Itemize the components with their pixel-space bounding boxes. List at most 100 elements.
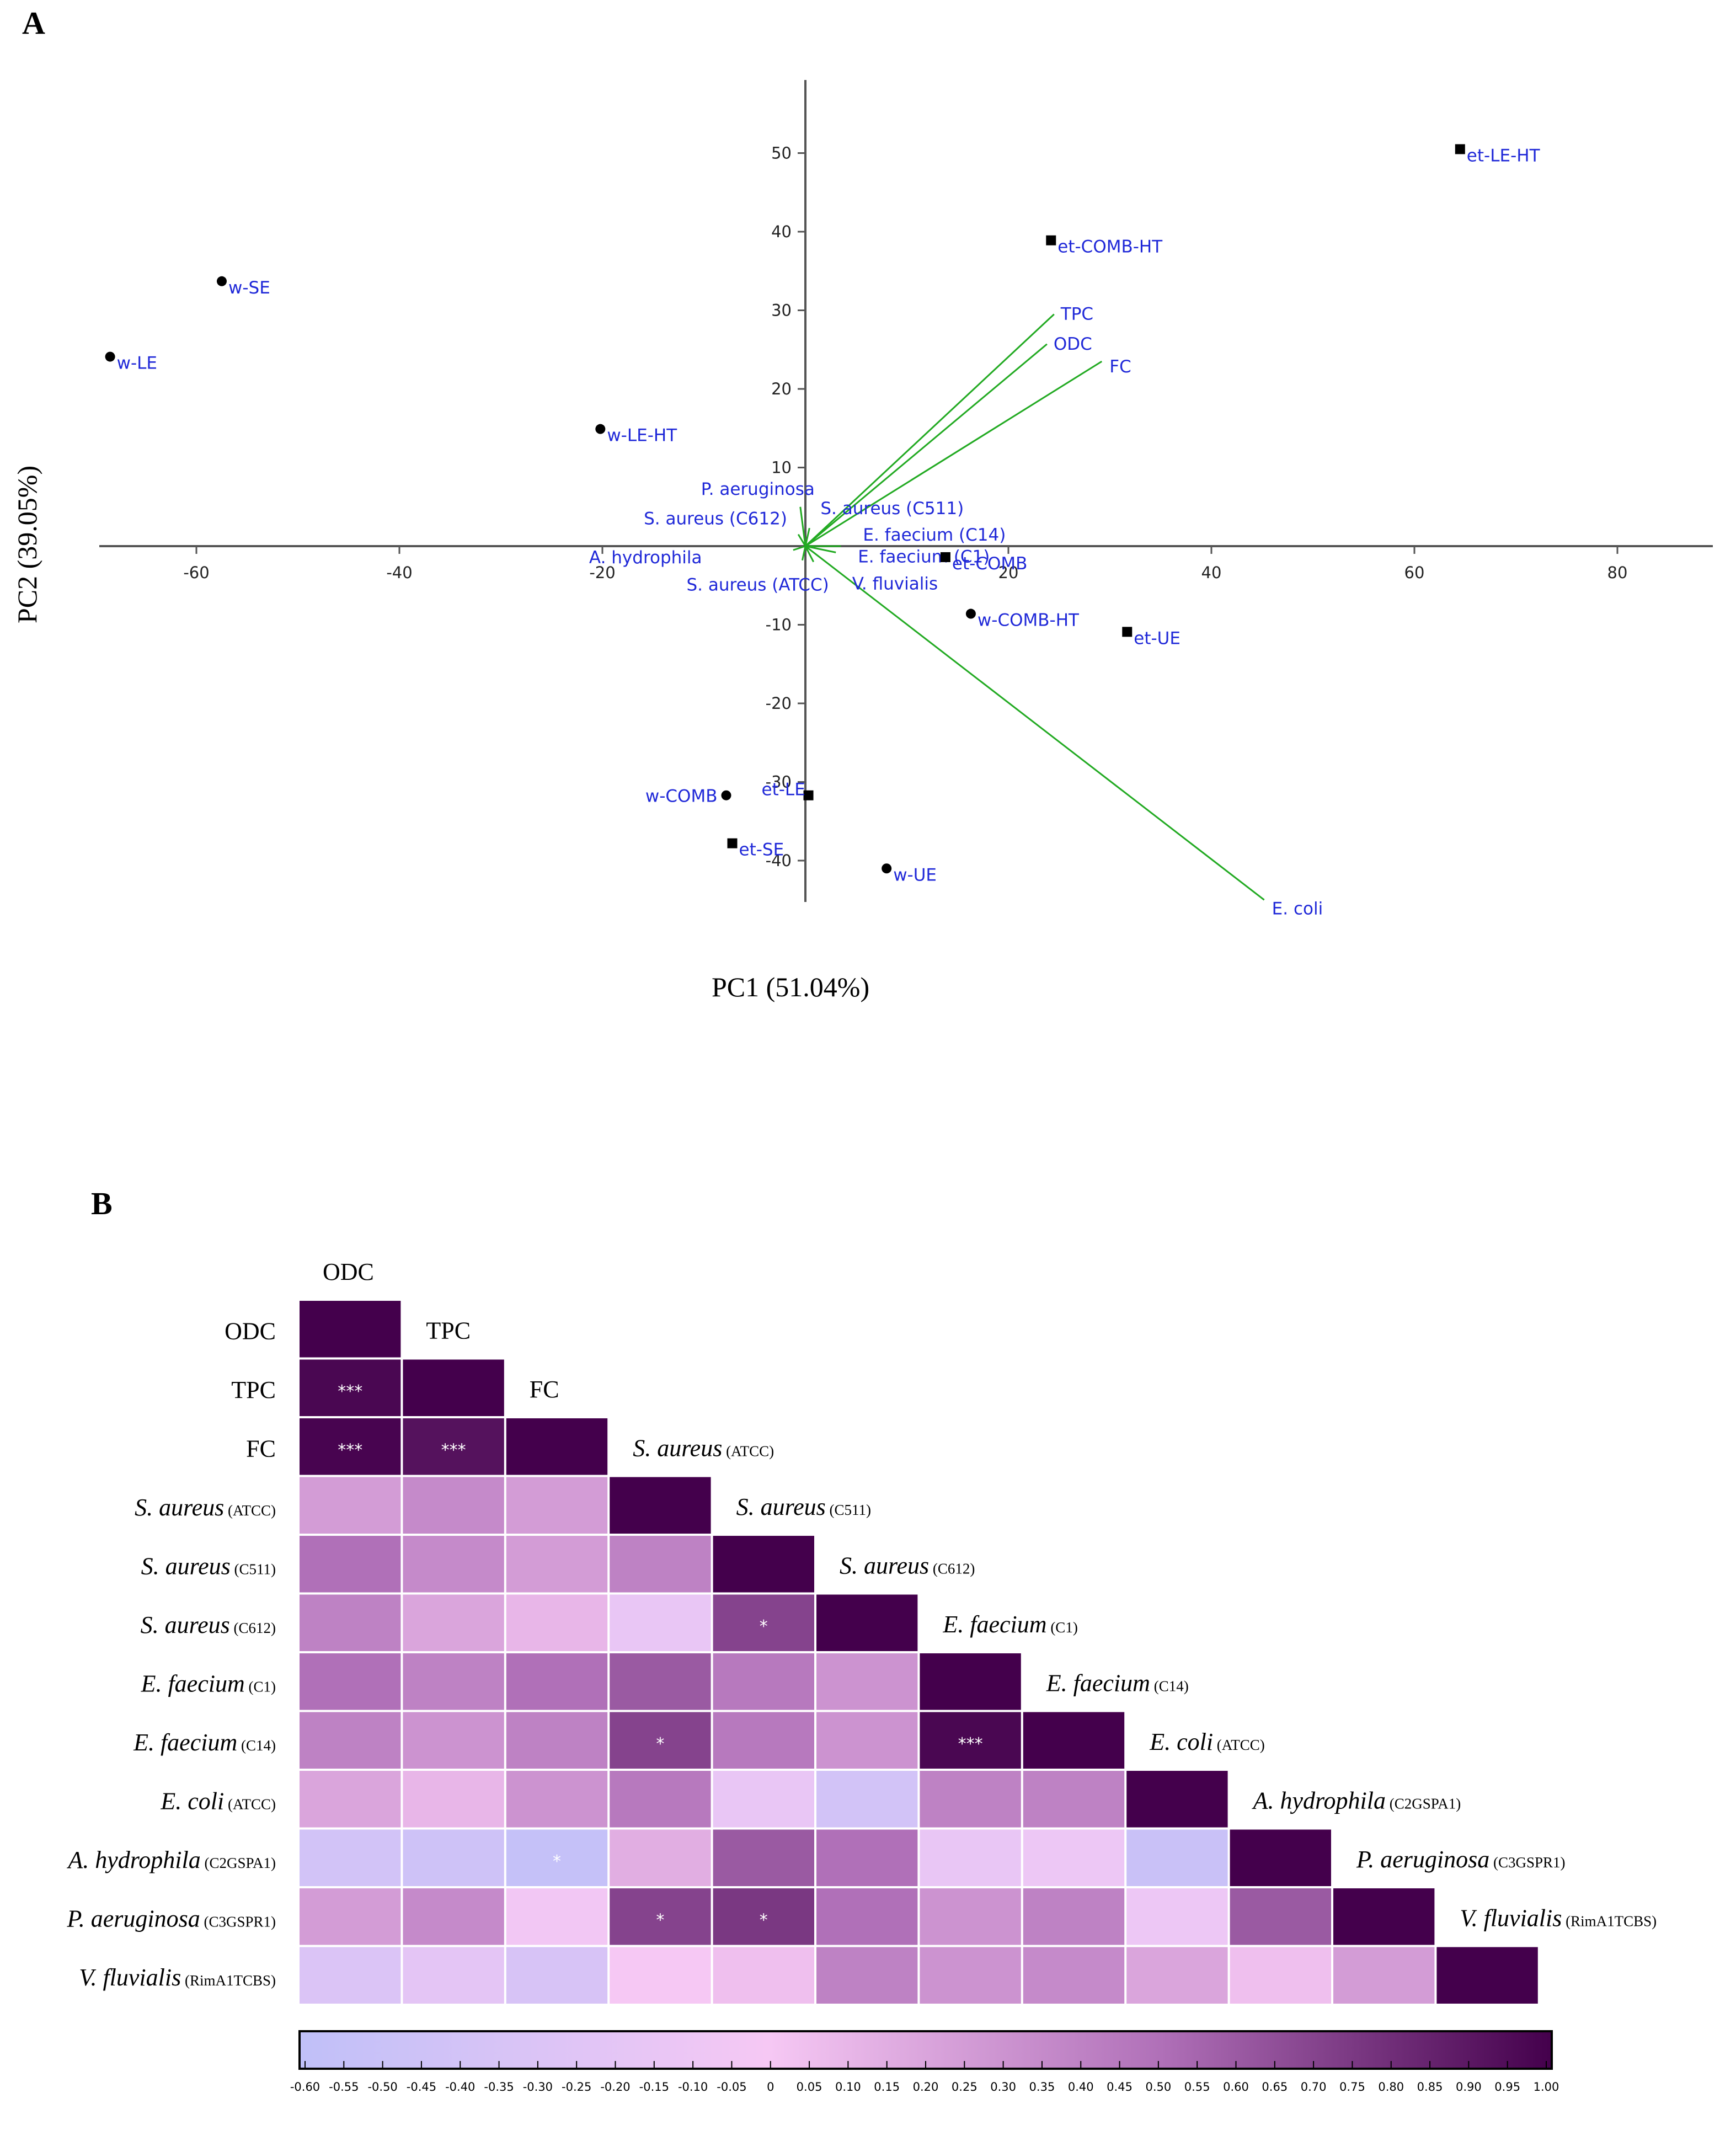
heatmap-cell [1023,1829,1125,1886]
heatmap-cell [1023,1947,1125,2004]
heatmap-cell [816,1712,918,1769]
loading-vector [805,360,1103,547]
colorbar-tick-label: 0.85 [1417,2080,1443,2094]
point-label: w-UE [893,865,937,885]
heatmap-cell [713,1712,814,1769]
heatmap-cell [1333,1947,1435,2004]
point-marker [965,608,976,619]
significance-mark: * [553,1852,561,1871]
colorbar-tick-label: 0.20 [913,2080,939,2094]
heatmap-cell [816,1888,918,1945]
row-label: TPC [231,1376,276,1403]
heatmap-cell [506,1712,608,1769]
significance-mark: *** [338,1440,362,1460]
x-tick-label: -40 [386,563,412,582]
heatmap-cell [1126,1888,1228,1945]
heatmap-cell [1230,1947,1331,2004]
x-tick-label: -60 [183,563,209,582]
x-tick-label: -20 [589,563,615,582]
row-label: S. aureus (C612) [141,1611,276,1638]
column-label: A. hydrophila (C2GSPA1) [1252,1787,1461,1814]
y-tick-label: -10 [766,616,792,634]
heatmap-cell [300,1947,401,2004]
loading-label: V. fluvialis [852,574,938,594]
heatmap-cell [610,1594,711,1651]
heatmap-cell [1333,1888,1435,1945]
colorbar-tick-label: -0.05 [717,2080,746,2094]
column-label: FC [530,1376,559,1403]
heatmap-cell [713,1653,814,1710]
row-label: E. faecium (C14) [133,1729,276,1756]
loading-label: E. coli [1272,899,1323,919]
heatmap-cell [920,1947,1021,2004]
y-tick-label: -30 [766,773,792,792]
heatmap-cell [403,1947,504,2004]
colorbar-tick-label: 0.95 [1494,2080,1520,2094]
heatmap-cell [403,1594,504,1651]
colorbar-tick-label: 0.90 [1456,2080,1482,2094]
y-tick-label: -40 [766,851,792,870]
heatmap-cell [300,1771,401,1828]
colorbar-tick-label: -0.20 [600,2080,630,2094]
heatmap-cell [920,1771,1021,1828]
heatmap-cell [506,1771,608,1828]
point-label: et-COMB [952,554,1027,574]
row-label: S. aureus (ATCC) [135,1494,276,1521]
point-marker [940,552,950,562]
loading-vector [804,527,810,547]
colorbar-tick-label: 0.40 [1068,2080,1094,2094]
point-label: w-LE-HT [607,426,677,446]
column-label: E. faecium (C14) [1046,1670,1189,1697]
colorbar-tick-label: 0.75 [1339,2080,1365,2094]
colorbar-tick-label: 0.50 [1145,2080,1171,2094]
colorbar-tick-label: -0.35 [484,2080,514,2094]
x-tick-label: 60 [1404,563,1425,582]
heatmap-cell [816,1771,918,1828]
row-label: S. aureus (C511) [141,1552,276,1579]
heatmap-cell [403,1653,504,1710]
heatmap-cell [1230,1888,1331,1945]
heatmap-cell [1023,1771,1125,1828]
heatmap-cell [1436,1947,1538,2004]
heatmap-cell [610,1653,711,1710]
heatmap-cell [713,1829,814,1886]
colorbar-tick-label: -0.45 [407,2080,436,2094]
loading-vector [797,533,806,547]
point-marker [1455,144,1465,154]
heatmap-cell [300,1418,401,1475]
heatmap-cell [300,1301,401,1358]
loading-vector [805,545,1265,901]
heatmap-cell [300,1829,401,1886]
point-marker [217,276,227,286]
point-marker [105,351,115,362]
row-label: P. aeruginosa (C3GSPR1) [67,1905,276,1932]
colorbar-tick-label: 0.05 [797,2080,822,2094]
colorbar-tick-label: 0.70 [1301,2080,1327,2094]
point-marker [721,790,731,800]
loading-vector [799,506,806,547]
heatmap-cell [506,1418,608,1475]
heatmap-cell [610,1536,711,1593]
colorbar-tick-label: -0.50 [367,2080,397,2094]
loading-vector [793,545,806,551]
colorbar-tick-label: -0.25 [562,2080,591,2094]
column-label: E. coli (ATCC) [1149,1728,1265,1755]
point-label: w-SE [228,278,270,298]
heatmap-cell [816,1947,918,2004]
point-marker [595,424,606,434]
loading-label: FC [1109,357,1131,377]
loading-vector [805,545,836,553]
heatmap-cell [1230,1829,1331,1886]
loading-label: TPC [1060,305,1093,324]
heatmap-cell [403,1829,504,1886]
heatmap-cell [506,1477,608,1534]
column-label: S. aureus (ATCC) [633,1435,774,1462]
heatmap-cell [506,1888,608,1945]
heatmap-cell [610,1771,711,1828]
colorbar-tick-label: -0.15 [639,2080,669,2094]
colorbar-tick-label: 0.65 [1262,2080,1288,2094]
colorbar-tick-label: 0.10 [835,2080,861,2094]
heatmap-cell [610,1712,711,1769]
colorbar-tick-label: -0.10 [678,2080,708,2094]
